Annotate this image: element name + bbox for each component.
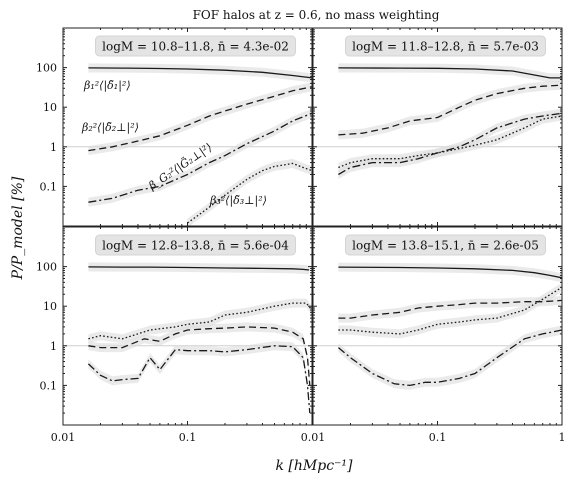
- series-line-dashed: [88, 326, 311, 386]
- y-tick-label: 1: [50, 340, 57, 353]
- series-line-dashdot: [88, 112, 312, 203]
- error-band-dashdot: [88, 108, 312, 207]
- x-tick-label: 1: [559, 431, 566, 444]
- y-tick-label: 100: [36, 62, 57, 75]
- error-band-solid: [88, 262, 310, 275]
- series-label: β₃²⟨|δ̃₃⊥|²⟩: [209, 194, 267, 208]
- annotation-box: [345, 234, 546, 256]
- series-line-solid: [88, 266, 310, 271]
- x-tick-label: 0.1: [429, 431, 447, 444]
- series-line-dotted: [338, 286, 562, 335]
- series-line-solid: [88, 67, 312, 79]
- series-line-solid: [338, 67, 562, 79]
- panel-annotation: logM = 10.8–11.8, n̄ = 4.3e-02: [102, 40, 289, 54]
- series-label: β₂²⟨|δ̃₂⊥|²⟩: [81, 121, 139, 135]
- panel-annotation: logM = 13.8–15.1, n̄ = 2.6e-05: [352, 239, 539, 253]
- error-band-dotted: [338, 325, 562, 390]
- series-line-dashdot: [87, 345, 311, 414]
- x-tick-label: 0.1: [179, 431, 197, 444]
- y-axis-label: P/P_model [%]: [10, 176, 26, 280]
- panel-top-right: logM = 11.8–12.8, n̄ = 5.7e-03: [312, 27, 563, 227]
- series-line-dashed: [338, 84, 562, 136]
- series-line-dashdot: [337, 329, 562, 387]
- panel-annotation: logM = 12.8–13.8, n̄ = 5.6e-04: [102, 239, 289, 253]
- panel-annotation: logM = 11.8–12.8, n̄ = 5.7e-03: [352, 40, 539, 54]
- series-line-dotted: [88, 302, 312, 340]
- series-line-dashed: [88, 86, 312, 152]
- y-tick-label: 1: [50, 141, 57, 154]
- annotation-box: [95, 35, 296, 57]
- error-band-dashdot: [338, 282, 562, 339]
- panel-bottom-left: 0.1 1 10 100 0.01 0.1 logM = 12.8–13.8, n̄ = 5…: [36, 226, 313, 444]
- y-tick-label: 10: [43, 101, 57, 114]
- x-tick-label: 0.01: [301, 431, 326, 444]
- error-band-dotted: [338, 111, 562, 172]
- panel-bottom-right: 0.01 0.1 1 logM = 13.8–15.1, n̄ = 2.6e-05: [301, 226, 566, 444]
- error-band-solid: [338, 63, 562, 83]
- panels: 0.1 1 10 100 logM = 10.8–11.8, n̄ = 4.3e-02 β…: [36, 27, 566, 444]
- series-label: β₁²⟨|δ̃₁|²⟩: [83, 79, 131, 93]
- x-axis-label: k [hMpc⁻¹]: [275, 458, 353, 474]
- error-band-dashdot: [338, 108, 562, 179]
- error-band-dashed: [88, 82, 312, 156]
- series-line-dashed: [338, 299, 562, 319]
- series-line-dotted: [338, 115, 562, 169]
- annotation-box: [345, 35, 546, 57]
- figure-title: FOF halos at z = 0.6, no mass weighting: [193, 8, 440, 22]
- y-tick-label: 100: [36, 261, 57, 274]
- series-line-solid: [338, 266, 562, 279]
- y-tick-label: 10: [43, 300, 57, 313]
- y-tick-label: 0.1: [40, 379, 58, 392]
- annotation-box: [95, 234, 296, 256]
- y-tick-label: 0.1: [40, 180, 58, 193]
- error-band-dashed: [338, 80, 562, 140]
- panel-top-left: 0.1 1 10 100 logM = 10.8–11.8, n̄ = 4.3e-02 β…: [36, 27, 313, 227]
- series-line-dashdot: [338, 112, 562, 176]
- x-tick-label: 0.01: [51, 431, 76, 444]
